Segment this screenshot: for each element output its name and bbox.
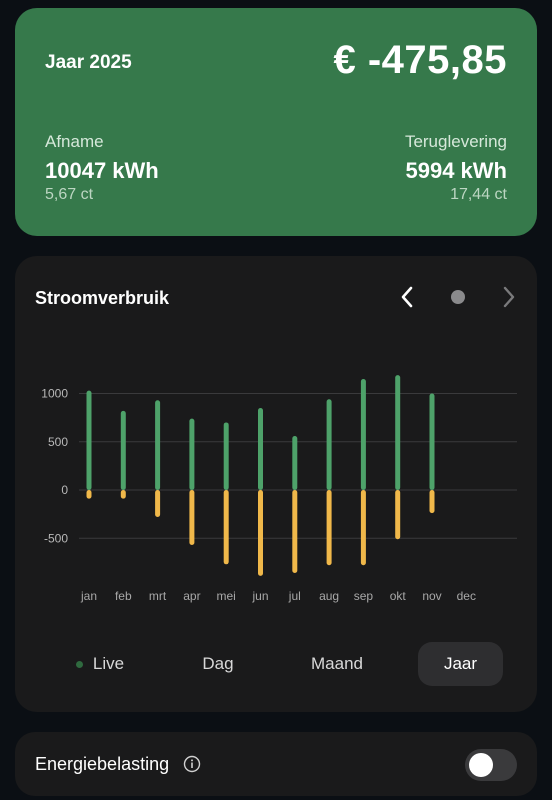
usage-chart-card: Stroomverbruik 1000 500 0 -500 jan feb mrt apr m… [15, 256, 537, 712]
x-tick-label: apr [183, 589, 200, 603]
x-tick-label: mrt [149, 589, 167, 603]
chart-title: Stroomverbruik [35, 288, 170, 308]
tab-maand-label: Maand [311, 654, 363, 673]
chevron-right-icon[interactable] [499, 284, 519, 310]
bar-return[interactable] [429, 490, 435, 514]
bar-consumption[interactable] [120, 410, 126, 490]
bar-consumption[interactable] [189, 418, 195, 490]
bar-consumption[interactable] [395, 375, 401, 490]
x-tick-label: sep [354, 589, 374, 603]
bar-return[interactable] [223, 490, 229, 565]
consumption-price: 5,67 ct [45, 186, 94, 203]
y-tick-label: -500 [44, 531, 68, 545]
consumption-value: 10047 kWh [45, 158, 159, 183]
bar-return[interactable] [86, 490, 92, 499]
year-summary-card: Jaar 2025 € -475,85 Afname 10047 kWh 5,6… [15, 8, 537, 236]
bar-return[interactable] [189, 490, 195, 546]
bar-return[interactable] [395, 490, 401, 540]
x-tick-label: jan [80, 589, 97, 603]
bar-consumption[interactable] [223, 422, 229, 490]
x-tick-label: nov [422, 589, 441, 603]
x-tick-label: aug [319, 589, 339, 603]
return-label: Teruglevering [404, 132, 507, 151]
energy-tax-label: Energiebelasting [35, 754, 170, 774]
period-label: Jaar 2025 [45, 52, 132, 73]
live-dot-icon [75, 661, 83, 669]
x-tick-label: jul [288, 589, 301, 603]
bar-consumption[interactable] [86, 390, 92, 490]
total-amount: € -475,85 [333, 38, 507, 82]
bar-return[interactable] [258, 490, 263, 576]
bar-consumption[interactable] [292, 435, 298, 490]
tab-jaar-label: Jaar [443, 654, 478, 673]
bar-consumption[interactable] [429, 393, 435, 491]
return-value: 5994 kWh [405, 158, 508, 183]
bar-consumption[interactable] [258, 407, 263, 490]
energy-tax-toggle[interactable] [465, 749, 517, 781]
return-price: 17,44 ct [450, 186, 507, 203]
x-tick-label: jun [251, 589, 268, 603]
info-icon[interactable] [183, 755, 201, 773]
bar-return[interactable] [155, 490, 161, 518]
x-tick-label: mei [217, 589, 236, 603]
bar-consumption[interactable] [326, 399, 332, 490]
x-tick-label: okt [390, 589, 407, 603]
tab-dag-label: Dag [202, 654, 234, 673]
tab-live-label: Live [92, 654, 125, 673]
chevron-left-icon[interactable] [397, 284, 417, 310]
bar-return[interactable] [360, 490, 366, 566]
consumption-label: Afname [45, 132, 104, 151]
bar-return[interactable] [292, 490, 298, 573]
bar-consumption[interactable] [155, 400, 161, 490]
bar-return[interactable] [120, 490, 126, 499]
x-tick-label: feb [115, 589, 132, 603]
tab-dag[interactable]: Dag [183, 642, 253, 686]
usage-bar-chart: 1000 500 0 -500 jan feb mrt apr mei jun jul aug sep o… [41, 375, 517, 603]
bar-consumption[interactable] [360, 379, 366, 490]
tab-jaar[interactable]: Jaar [418, 642, 503, 686]
tab-live[interactable]: Live [65, 642, 135, 686]
y-tick-label: 1000 [41, 387, 68, 401]
energy-tax-card: Energiebelasting [15, 732, 537, 796]
x-tick-label: dec [457, 589, 476, 603]
tab-maand[interactable]: Maand [295, 642, 379, 686]
period-tabs: Live Dag Maand Jaar [15, 642, 537, 686]
bar-return[interactable] [326, 490, 332, 566]
y-tick-label: 0 [61, 483, 68, 497]
y-tick-label: 500 [48, 435, 68, 449]
dot-icon [451, 290, 465, 304]
toggle-knob [469, 753, 493, 777]
